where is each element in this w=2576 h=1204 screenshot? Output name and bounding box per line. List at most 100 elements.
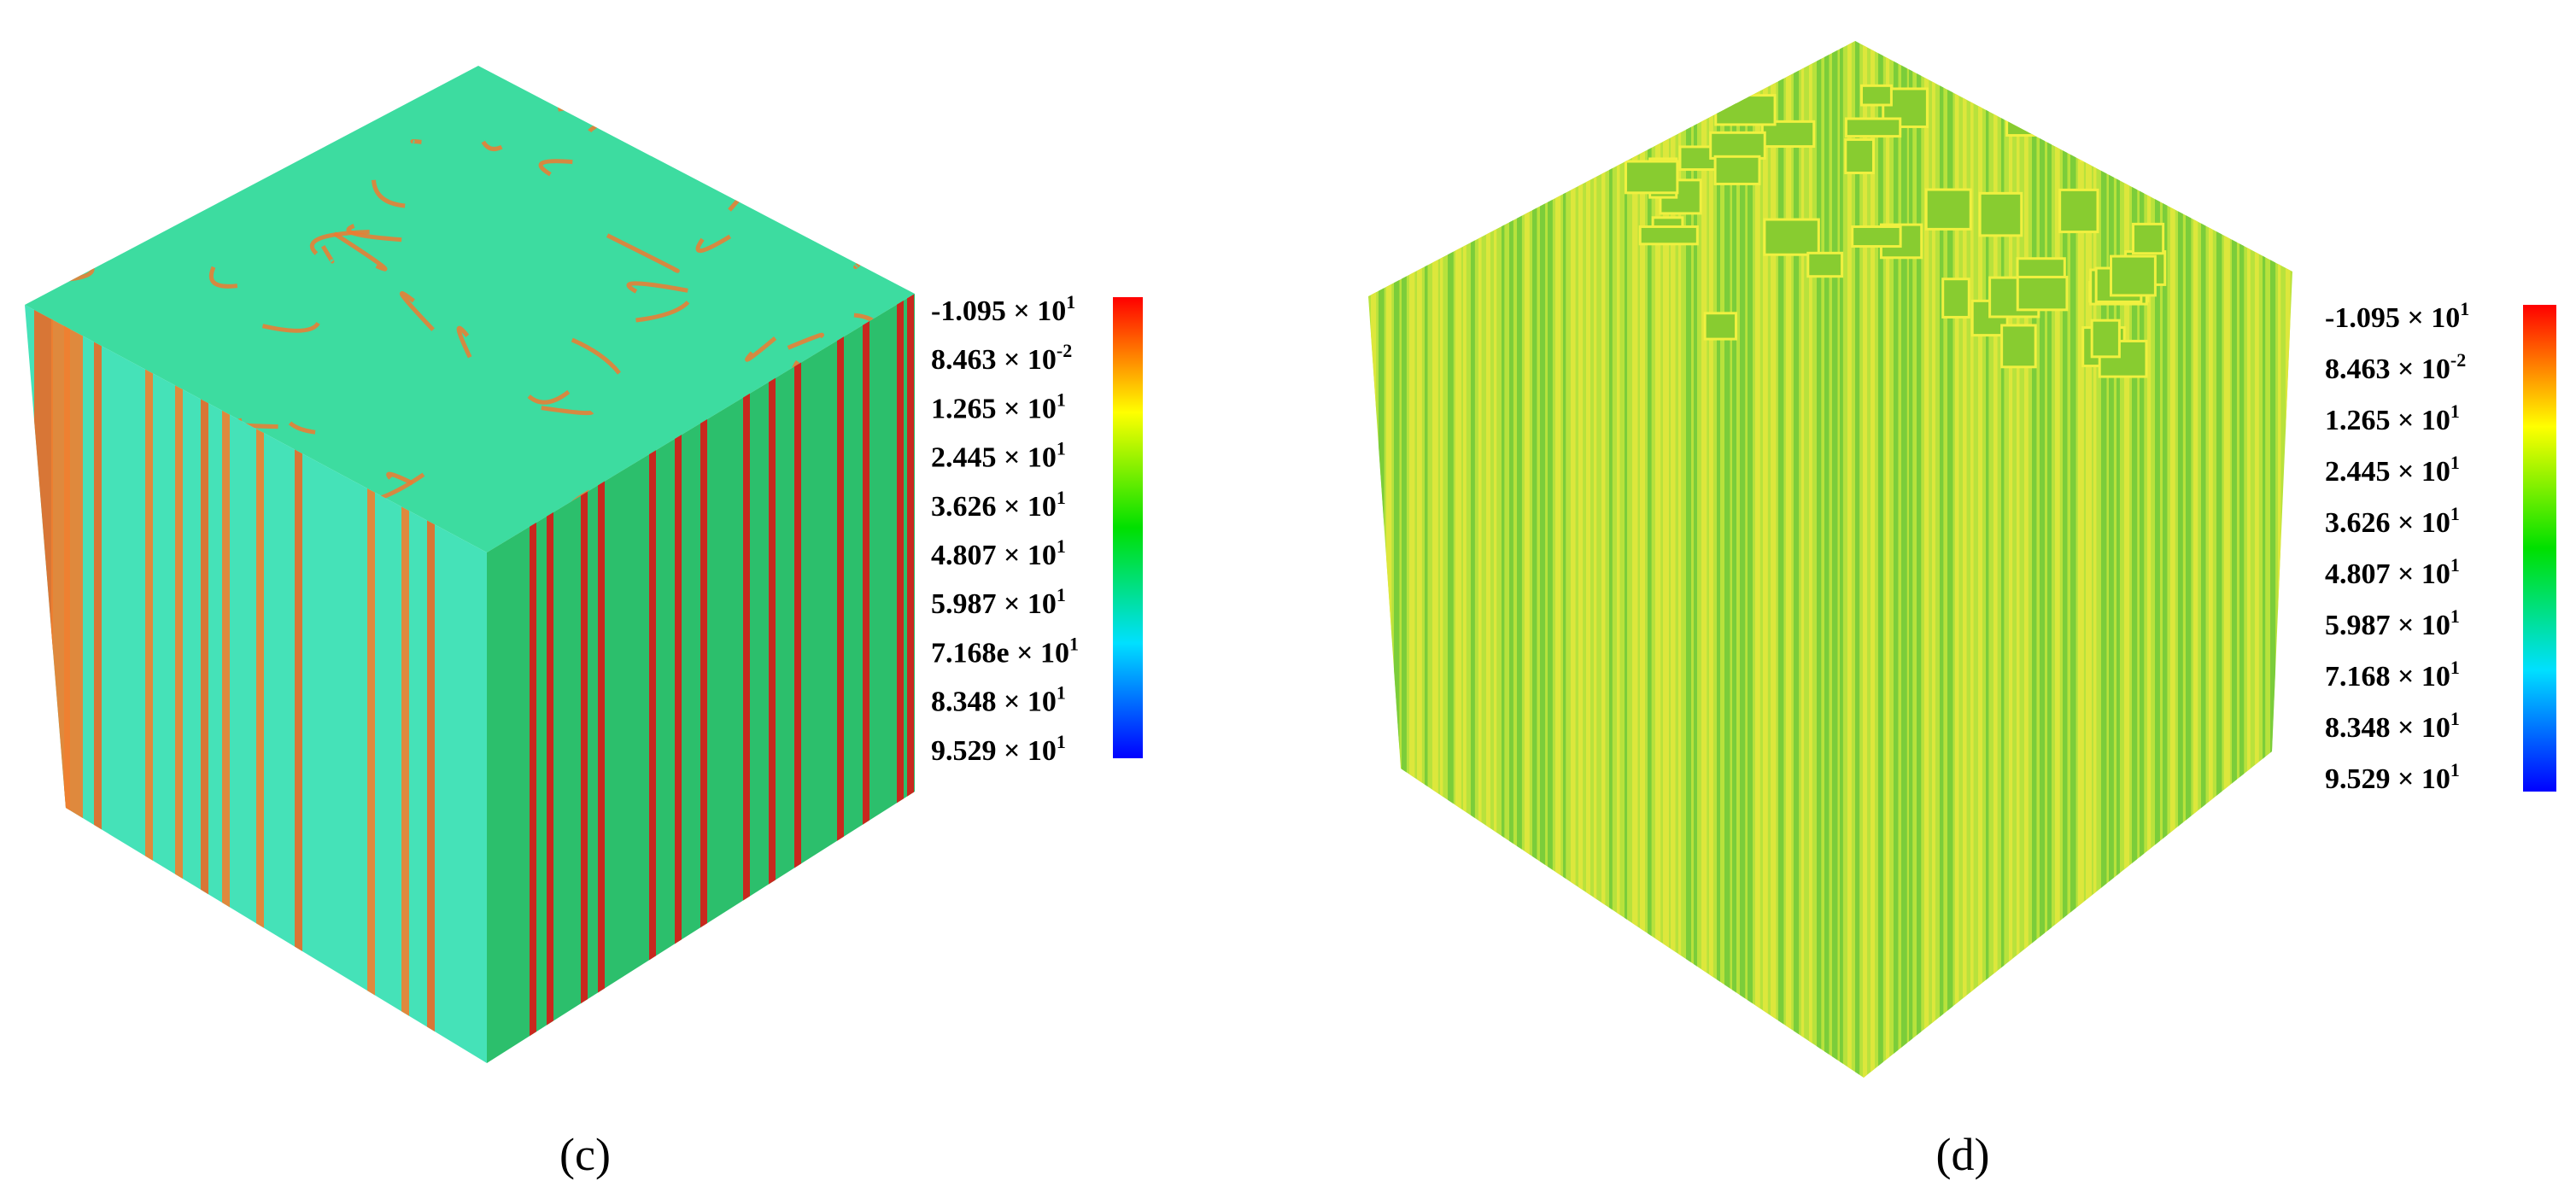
- crack: [795, 73, 838, 90]
- stripe: [1671, 41, 1676, 1078]
- pore: [1806, 251, 1844, 278]
- stripe: [1771, 41, 1777, 1078]
- stripe: [1494, 41, 1497, 1078]
- label-mantissa: 8.463 × 10: [2325, 354, 2450, 385]
- stripe: [769, 294, 776, 1063]
- label-exponent: 1: [1057, 535, 1066, 557]
- label-exponent: 1: [1066, 291, 1075, 313]
- label-mantissa: 5.987 × 10: [2325, 610, 2450, 641]
- colorbar-label: 5.987 × 101: [931, 584, 1066, 620]
- pore: [2058, 188, 2099, 234]
- crack: [353, 84, 398, 107]
- stripe: [2201, 41, 2206, 1078]
- stripe: [1386, 41, 1392, 1078]
- crack: [816, 66, 845, 91]
- pore: [2080, 131, 2125, 162]
- stripe: [201, 305, 208, 1063]
- pore: [2026, 86, 2059, 122]
- crack: [801, 191, 824, 218]
- stripe: [1555, 41, 1561, 1078]
- stripe: [2093, 41, 2097, 1078]
- crack: [571, 337, 621, 375]
- crack: [372, 66, 423, 92]
- crack: [626, 281, 688, 294]
- stripe: [1932, 41, 1935, 1078]
- crack: [399, 291, 435, 331]
- colorbar-label: 7.168e × 101: [931, 633, 1079, 669]
- stripe: [1409, 41, 1415, 1078]
- label-exponent: 1: [1057, 584, 1066, 605]
- stripe: [2270, 41, 2276, 1078]
- porous-texture: [1371, 41, 2291, 1078]
- label-mantissa: -1.095 × 10: [931, 295, 1066, 327]
- colorbar-label: 2.445 × 101: [931, 438, 1066, 474]
- stripe: [1970, 41, 1974, 1078]
- stripe: [2155, 41, 2160, 1078]
- crack: [588, 100, 641, 133]
- stripe: [1532, 41, 1537, 1078]
- pore: [1703, 312, 1738, 341]
- pore: [1941, 278, 1970, 319]
- stripe: [1871, 41, 1875, 1078]
- stripe: [2063, 41, 2068, 1078]
- pore: [1763, 218, 1820, 256]
- colorbar-label: 8.348 × 101: [2325, 708, 2460, 744]
- label-mantissa: 4.807 × 10: [2325, 558, 2450, 590]
- stripe: [1371, 41, 1377, 1078]
- stripe: [1432, 41, 1438, 1078]
- crack: [208, 266, 238, 289]
- crack: [809, 108, 881, 144]
- label-exponent: 1: [2450, 759, 2460, 780]
- stripe: [1694, 41, 1697, 1078]
- right-texture: [530, 294, 914, 1063]
- colorbar: [2523, 305, 2556, 792]
- stripe: [2186, 41, 2192, 1078]
- crack: [261, 321, 320, 333]
- stripe: [295, 305, 302, 1063]
- crack: [146, 155, 207, 187]
- label-mantissa: 1.265 × 10: [931, 393, 1057, 424]
- stripe: [794, 294, 801, 1063]
- stripe: [2001, 41, 2005, 1078]
- label-exponent: 1: [2460, 298, 2469, 319]
- stripe: [1717, 41, 1721, 1078]
- stripe: [2032, 41, 2037, 1078]
- stripe: [1886, 41, 1890, 1078]
- crack: [635, 301, 690, 323]
- label-mantissa: 3.626 × 10: [931, 491, 1057, 523]
- stripe: [222, 305, 230, 1063]
- stripe: [2209, 41, 2213, 1078]
- stripe: [1824, 41, 1830, 1078]
- colorbar-label: 1.265 × 101: [2325, 400, 2460, 436]
- stripe: [367, 305, 375, 1063]
- pore: [1713, 155, 1761, 185]
- stripe: [1648, 41, 1652, 1078]
- stripe: [1548, 41, 1553, 1078]
- panel-caption: (c): [559, 1129, 611, 1180]
- colorbar-label: 8.348 × 101: [931, 682, 1066, 718]
- cube-top-face: [25, 66, 915, 552]
- stripe: [1801, 41, 1805, 1078]
- stripe: [675, 294, 682, 1063]
- stripe: [598, 294, 605, 1063]
- label-exponent: 1: [1057, 682, 1066, 704]
- colorbar-label: 2.445 × 101: [2325, 452, 2460, 488]
- colorbar-label: 5.987 × 101: [2325, 605, 2460, 641]
- crack: [372, 179, 406, 208]
- crack: [25, 181, 40, 205]
- stripe: [2232, 41, 2237, 1078]
- crack: [162, 92, 180, 102]
- stripe: [1924, 41, 1929, 1078]
- crack: [200, 167, 246, 190]
- label-mantissa: 1.265 × 10: [2325, 405, 2450, 436]
- stripe: [1809, 41, 1812, 1078]
- pore: [1978, 191, 2023, 237]
- label-exponent: 1: [2450, 503, 2460, 524]
- crack: [541, 406, 594, 416]
- pore: [2016, 275, 2069, 312]
- stripe: [743, 294, 750, 1063]
- stripe: [1740, 41, 1746, 1078]
- stripe: [530, 294, 536, 1063]
- stripe: [1594, 41, 1597, 1078]
- stripe: [1540, 41, 1546, 1078]
